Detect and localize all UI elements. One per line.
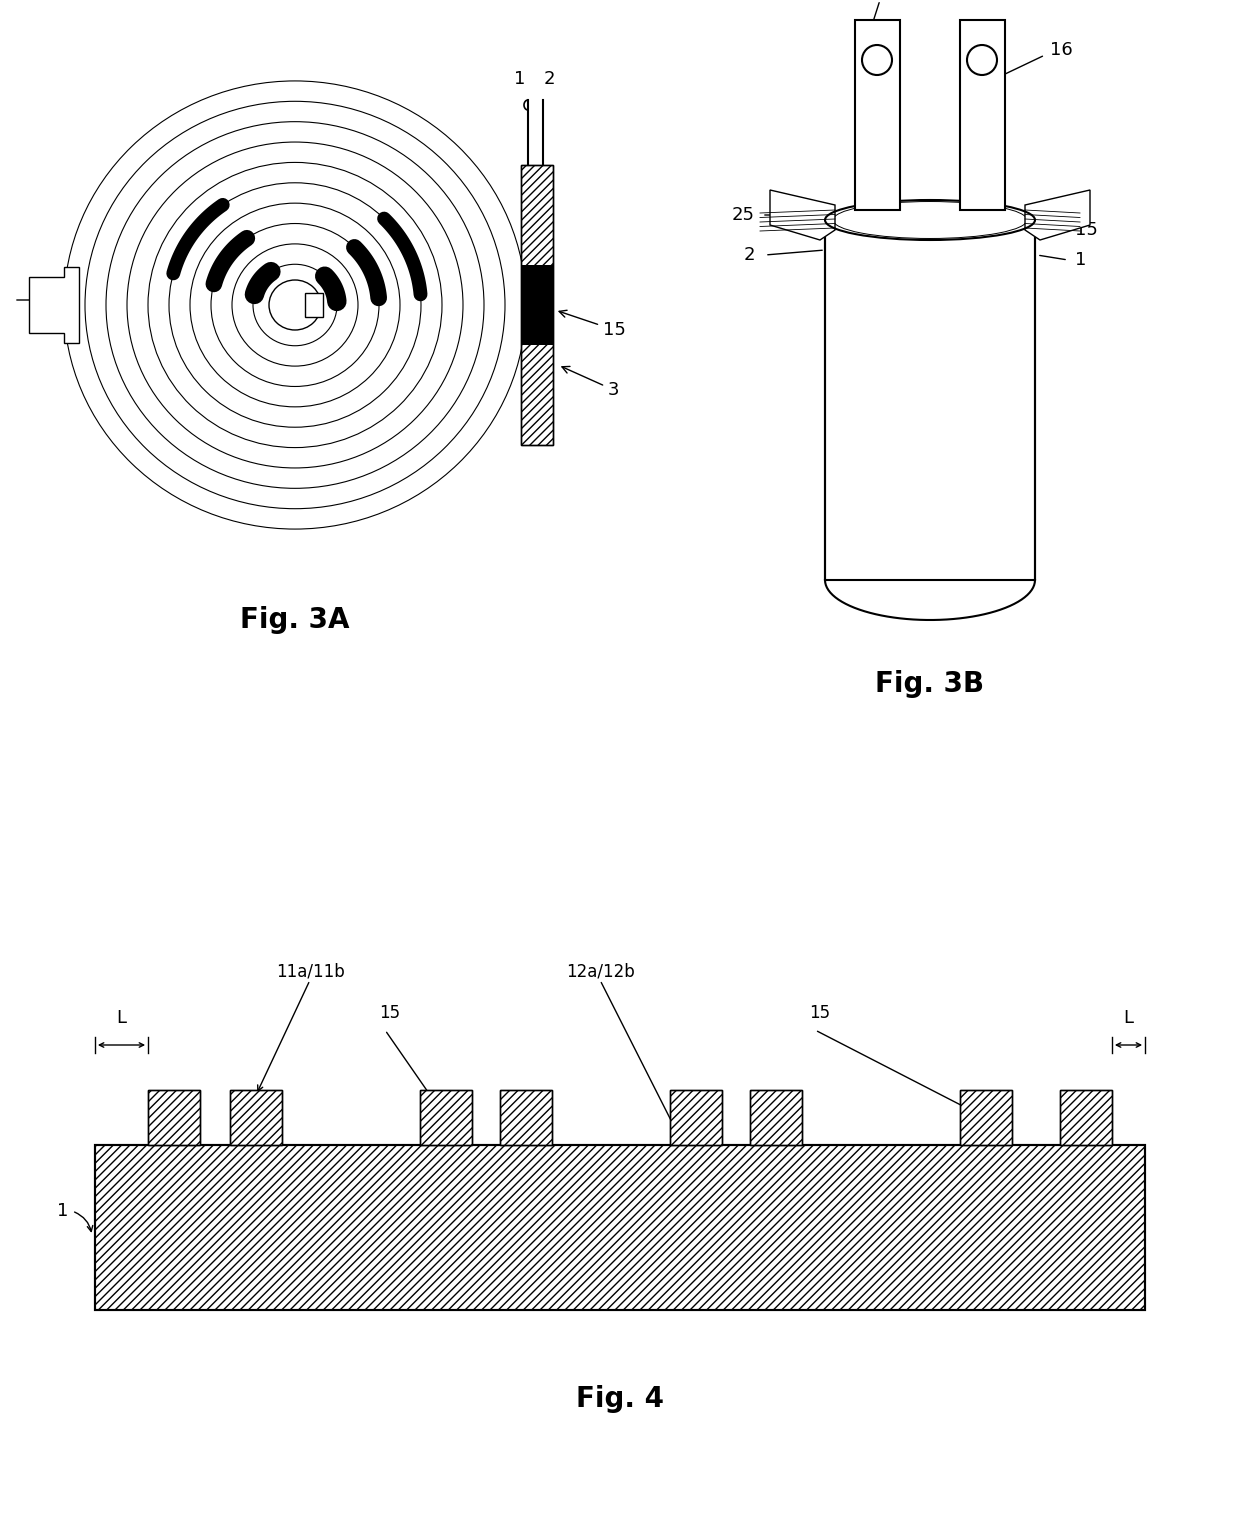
Ellipse shape xyxy=(169,182,422,427)
Ellipse shape xyxy=(105,121,484,489)
Ellipse shape xyxy=(905,216,955,225)
Text: 15: 15 xyxy=(559,310,626,339)
Bar xyxy=(670,1090,722,1145)
Polygon shape xyxy=(770,190,835,240)
Bar xyxy=(95,1145,1145,1310)
Ellipse shape xyxy=(126,143,463,468)
Ellipse shape xyxy=(274,285,316,325)
Bar xyxy=(500,1090,552,1145)
Ellipse shape xyxy=(253,264,337,346)
Bar xyxy=(960,1090,1012,1145)
Text: 1: 1 xyxy=(515,70,526,88)
Ellipse shape xyxy=(169,182,422,427)
Text: 1: 1 xyxy=(57,1202,68,1220)
Ellipse shape xyxy=(148,162,441,448)
Text: Fig. 3B: Fig. 3B xyxy=(875,669,985,698)
Bar xyxy=(500,1090,552,1145)
Ellipse shape xyxy=(882,211,978,229)
Text: 11a/11b: 11a/11b xyxy=(275,962,345,981)
Text: 15: 15 xyxy=(810,1003,831,1022)
Text: 12a/12b: 12a/12b xyxy=(565,962,635,981)
Circle shape xyxy=(967,46,997,74)
FancyBboxPatch shape xyxy=(825,220,1035,580)
Ellipse shape xyxy=(190,203,401,407)
Ellipse shape xyxy=(898,214,962,226)
Ellipse shape xyxy=(211,223,379,387)
Bar xyxy=(750,1090,802,1145)
Ellipse shape xyxy=(232,244,358,366)
Text: Fig. 4: Fig. 4 xyxy=(577,1384,663,1413)
Bar xyxy=(521,266,553,345)
Text: 3: 3 xyxy=(562,366,620,399)
Text: 15: 15 xyxy=(379,1003,401,1022)
Ellipse shape xyxy=(921,219,939,222)
Ellipse shape xyxy=(866,208,994,232)
Bar xyxy=(856,20,900,209)
Text: 1: 1 xyxy=(1075,250,1086,269)
Bar xyxy=(229,1090,281,1145)
Text: L: L xyxy=(1123,1009,1133,1028)
Ellipse shape xyxy=(126,143,463,468)
Ellipse shape xyxy=(86,102,505,509)
Ellipse shape xyxy=(269,279,321,329)
Ellipse shape xyxy=(211,223,379,387)
Bar xyxy=(148,1090,200,1145)
Bar xyxy=(670,1090,722,1145)
Ellipse shape xyxy=(64,80,526,530)
Text: 16: 16 xyxy=(1050,41,1073,59)
Ellipse shape xyxy=(86,102,505,509)
Ellipse shape xyxy=(253,264,337,346)
Bar xyxy=(960,20,1004,209)
Text: L: L xyxy=(117,1009,126,1028)
Text: 25: 25 xyxy=(732,206,755,225)
Bar xyxy=(148,1090,200,1145)
Bar xyxy=(521,165,553,445)
FancyBboxPatch shape xyxy=(305,293,322,317)
Ellipse shape xyxy=(857,206,1003,234)
FancyBboxPatch shape xyxy=(825,220,1035,580)
Ellipse shape xyxy=(841,203,1019,237)
Bar xyxy=(1060,1090,1112,1145)
Text: 2: 2 xyxy=(744,246,755,264)
Bar xyxy=(521,165,553,445)
Bar xyxy=(229,1090,281,1145)
Ellipse shape xyxy=(833,202,1027,238)
Polygon shape xyxy=(1025,190,1090,240)
Ellipse shape xyxy=(914,217,946,223)
Ellipse shape xyxy=(889,213,971,228)
Bar xyxy=(1060,1090,1112,1145)
Text: Fig. 3A: Fig. 3A xyxy=(241,606,350,635)
Ellipse shape xyxy=(849,205,1011,235)
Bar xyxy=(95,1145,1145,1310)
Text: 15: 15 xyxy=(1075,222,1097,238)
Bar xyxy=(750,1090,802,1145)
Bar xyxy=(420,1090,472,1145)
Bar xyxy=(420,1090,472,1145)
Ellipse shape xyxy=(873,209,987,231)
Polygon shape xyxy=(29,267,79,343)
Bar xyxy=(960,1090,1012,1145)
Text: 2: 2 xyxy=(543,70,554,88)
Circle shape xyxy=(862,46,892,74)
